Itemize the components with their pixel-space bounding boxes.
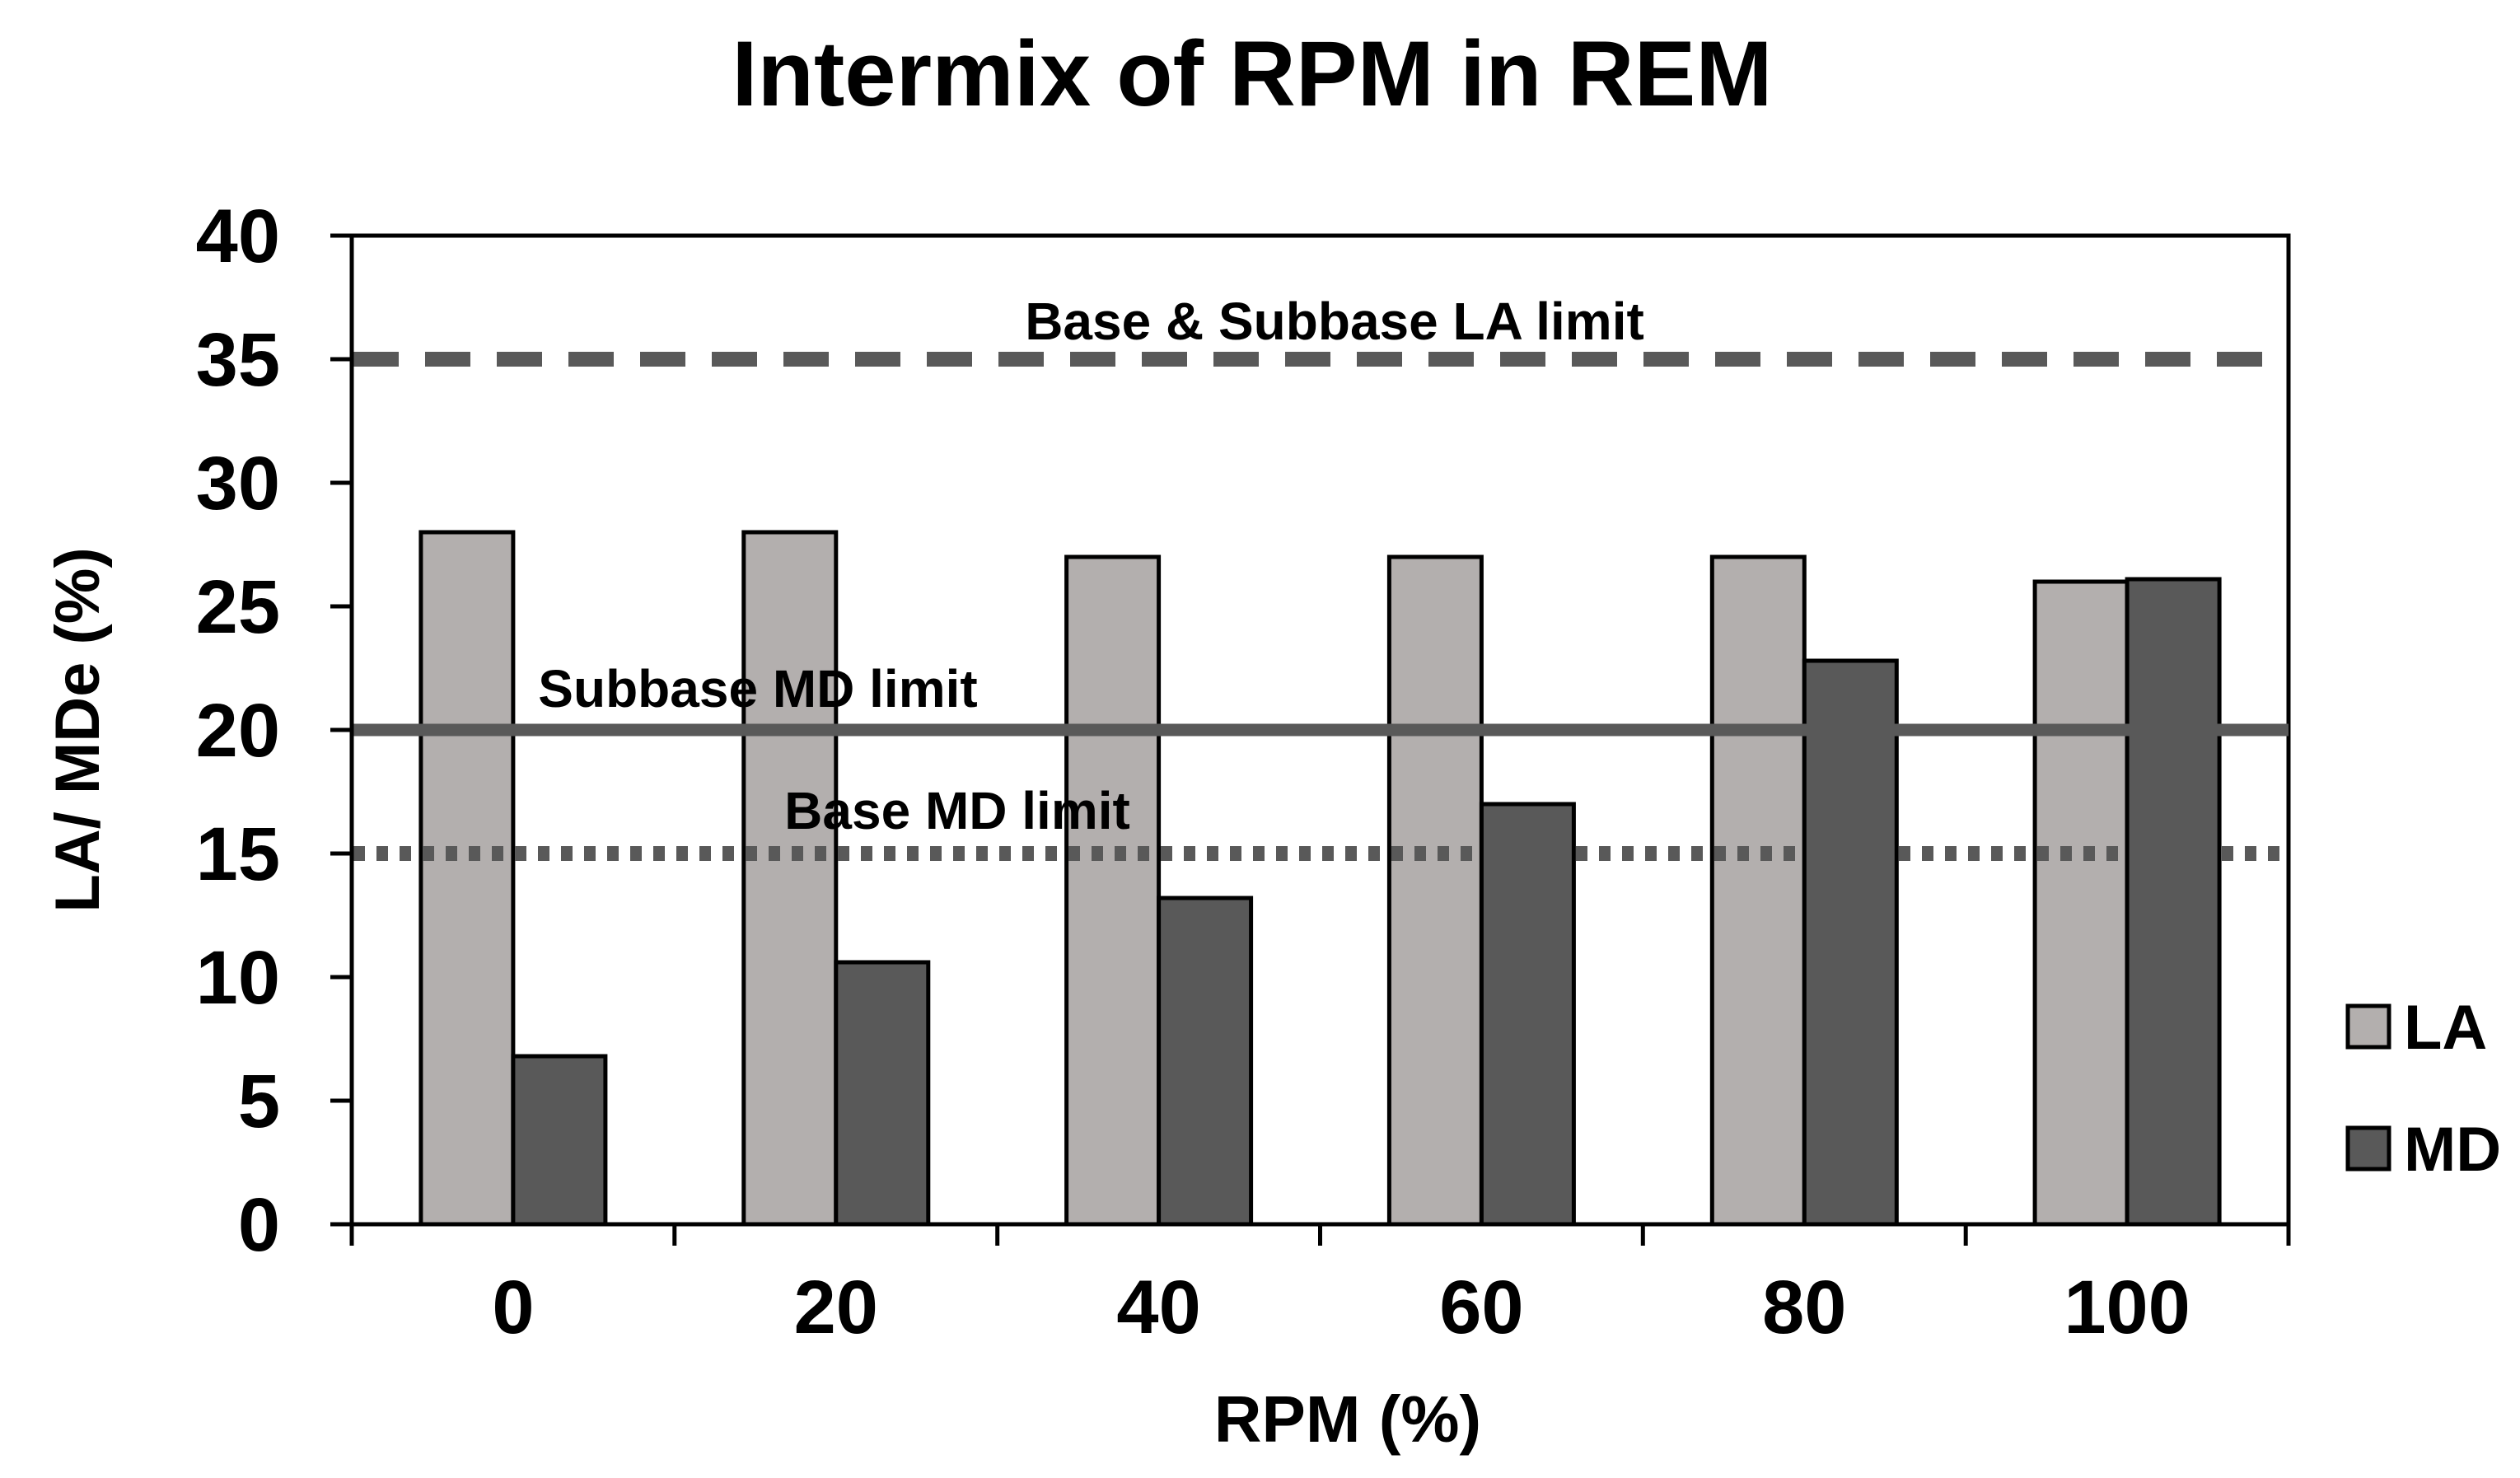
bar-md-60 (1479, 802, 1576, 1227)
bar-md-20 (834, 960, 931, 1227)
x-axis-label: RPM (%) (1214, 1382, 1481, 1456)
legend-swatch-la (2345, 1003, 2391, 1050)
x-tick-label-0: 0 (492, 1265, 534, 1349)
bar-la-80 (1709, 554, 1807, 1227)
reference-lines-layer: Base & Subbase LA limit Subbase MD limit B… (353, 292, 2289, 861)
reference-line-label-15: Base MD limit (784, 781, 1130, 840)
x-tick-label-40: 40 (1116, 1265, 1200, 1349)
x-tick-label-20: 20 (794, 1265, 878, 1349)
y-tick-label-10: 10 (196, 936, 280, 1020)
x-tick-label-100: 100 (2064, 1265, 2190, 1349)
bar-md-100 (2125, 577, 2222, 1227)
y-tick-label-0: 0 (238, 1183, 280, 1267)
chart-title: Intermix of RPM in REM (732, 22, 1772, 125)
legend-swatch-md (2345, 1125, 2391, 1172)
y-tick-label-5: 5 (238, 1059, 280, 1144)
x-tick-label-60: 60 (1439, 1265, 1523, 1349)
y-axis-label: LA/ MDe (%) (43, 547, 113, 912)
axes-layer: 0 20 40 60 80 100 0 5 10 15 20 25 30 35 40 (196, 194, 2291, 1349)
x-tick-label-80: 80 (1762, 1265, 1846, 1349)
y-tick-label-35: 35 (196, 318, 280, 402)
bars-layer (418, 530, 2222, 1227)
bar-la-40 (1064, 554, 1162, 1227)
legend-label-md: MD (2404, 1115, 2501, 1185)
bar-la-100 (2032, 579, 2130, 1227)
plot-area: Base & Subbase LA limit Subbase MD limit B… (196, 194, 2291, 1349)
y-tick-label-25: 25 (196, 565, 280, 649)
bar-md-80 (1802, 658, 1899, 1227)
reference-line-label-35: Base & Subbase LA limit (1025, 292, 1644, 351)
legend: LA MD (2345, 993, 2501, 1185)
y-tick-label-20: 20 (196, 689, 280, 773)
y-tick-label-30: 30 (196, 442, 280, 526)
legend-label-la: LA (2404, 993, 2487, 1063)
bar-la-0 (418, 530, 516, 1227)
reference-line-label-20: Subbase MD limit (538, 659, 977, 718)
bar-la-20 (741, 530, 839, 1227)
bar-md-0 (511, 1054, 608, 1227)
bar-md-40 (1157, 896, 1254, 1227)
bar-la-60 (1386, 554, 1484, 1227)
y-tick-label-15: 15 (196, 812, 280, 896)
y-tick-label-40: 40 (196, 194, 280, 278)
